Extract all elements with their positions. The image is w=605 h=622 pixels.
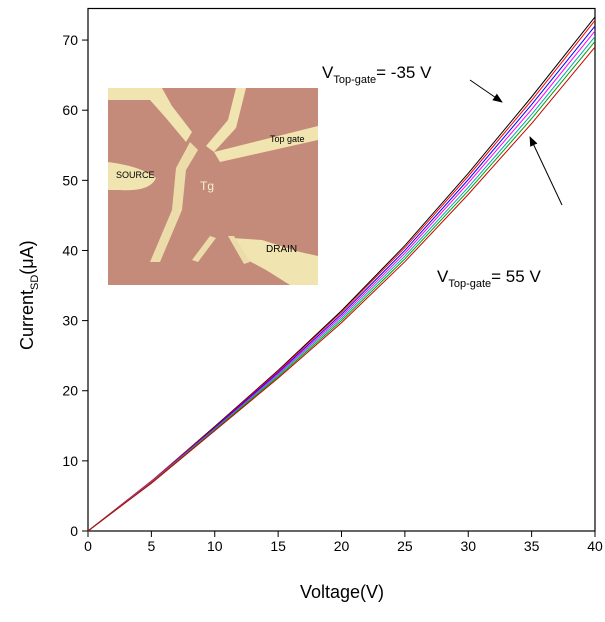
inset-label: SOURCE	[116, 170, 155, 180]
series-line	[87, 41, 596, 532]
annotation: VTop-gate= -35 V	[322, 63, 432, 86]
inset-label: Top gate	[270, 134, 305, 144]
y-title-rest: (μA)	[17, 240, 37, 274]
annotation-sub: Top-gate	[448, 278, 491, 290]
arrow	[529, 136, 563, 206]
series-line	[87, 46, 596, 532]
x-tick-label: 5	[147, 538, 155, 554]
y-tick-label: 30	[62, 313, 78, 329]
annotation-main: V	[437, 267, 449, 286]
y-tick-label: 40	[62, 242, 78, 258]
inset-label: Tg	[200, 179, 214, 193]
inset-label: DRAIN	[266, 244, 297, 255]
y-tick-label: 10	[62, 453, 78, 469]
annotation-sub: Top-gate	[333, 74, 376, 86]
annotation-rest: = 55 V	[491, 267, 541, 286]
arrow	[469, 79, 503, 103]
series-line	[87, 30, 596, 532]
x-tick-label: 10	[207, 538, 223, 554]
x-tick-label: 40	[587, 538, 603, 554]
x-tick-label: 35	[524, 538, 540, 554]
x-tick-label: 0	[84, 538, 92, 554]
y-tick-label: 20	[62, 383, 78, 399]
inset-photo: SOURCE Top gate DRAIN Tg	[108, 88, 318, 285]
y-tick-label: 70	[62, 32, 78, 48]
x-axis-title: Voltage(V)	[300, 582, 384, 602]
x-tick-label: 25	[397, 538, 413, 554]
y-title-main: Current	[17, 290, 37, 350]
annotation-main: V	[322, 63, 334, 82]
y-tick-label: 60	[62, 102, 78, 118]
x-tick-label: 20	[334, 538, 350, 554]
y-axis-title: CurrentSD(μA)	[17, 240, 41, 350]
annotation: VTop-gate= 55 V	[437, 267, 541, 290]
x-tick-label: 15	[270, 538, 286, 554]
annotation-rest: = -35 V	[376, 63, 432, 82]
series-line	[87, 20, 596, 532]
x-tick-label: 30	[460, 538, 476, 554]
y-title-sub: SD	[29, 275, 41, 290]
y-tick-label: 50	[62, 172, 78, 188]
y-tick-label: 0	[70, 523, 78, 539]
